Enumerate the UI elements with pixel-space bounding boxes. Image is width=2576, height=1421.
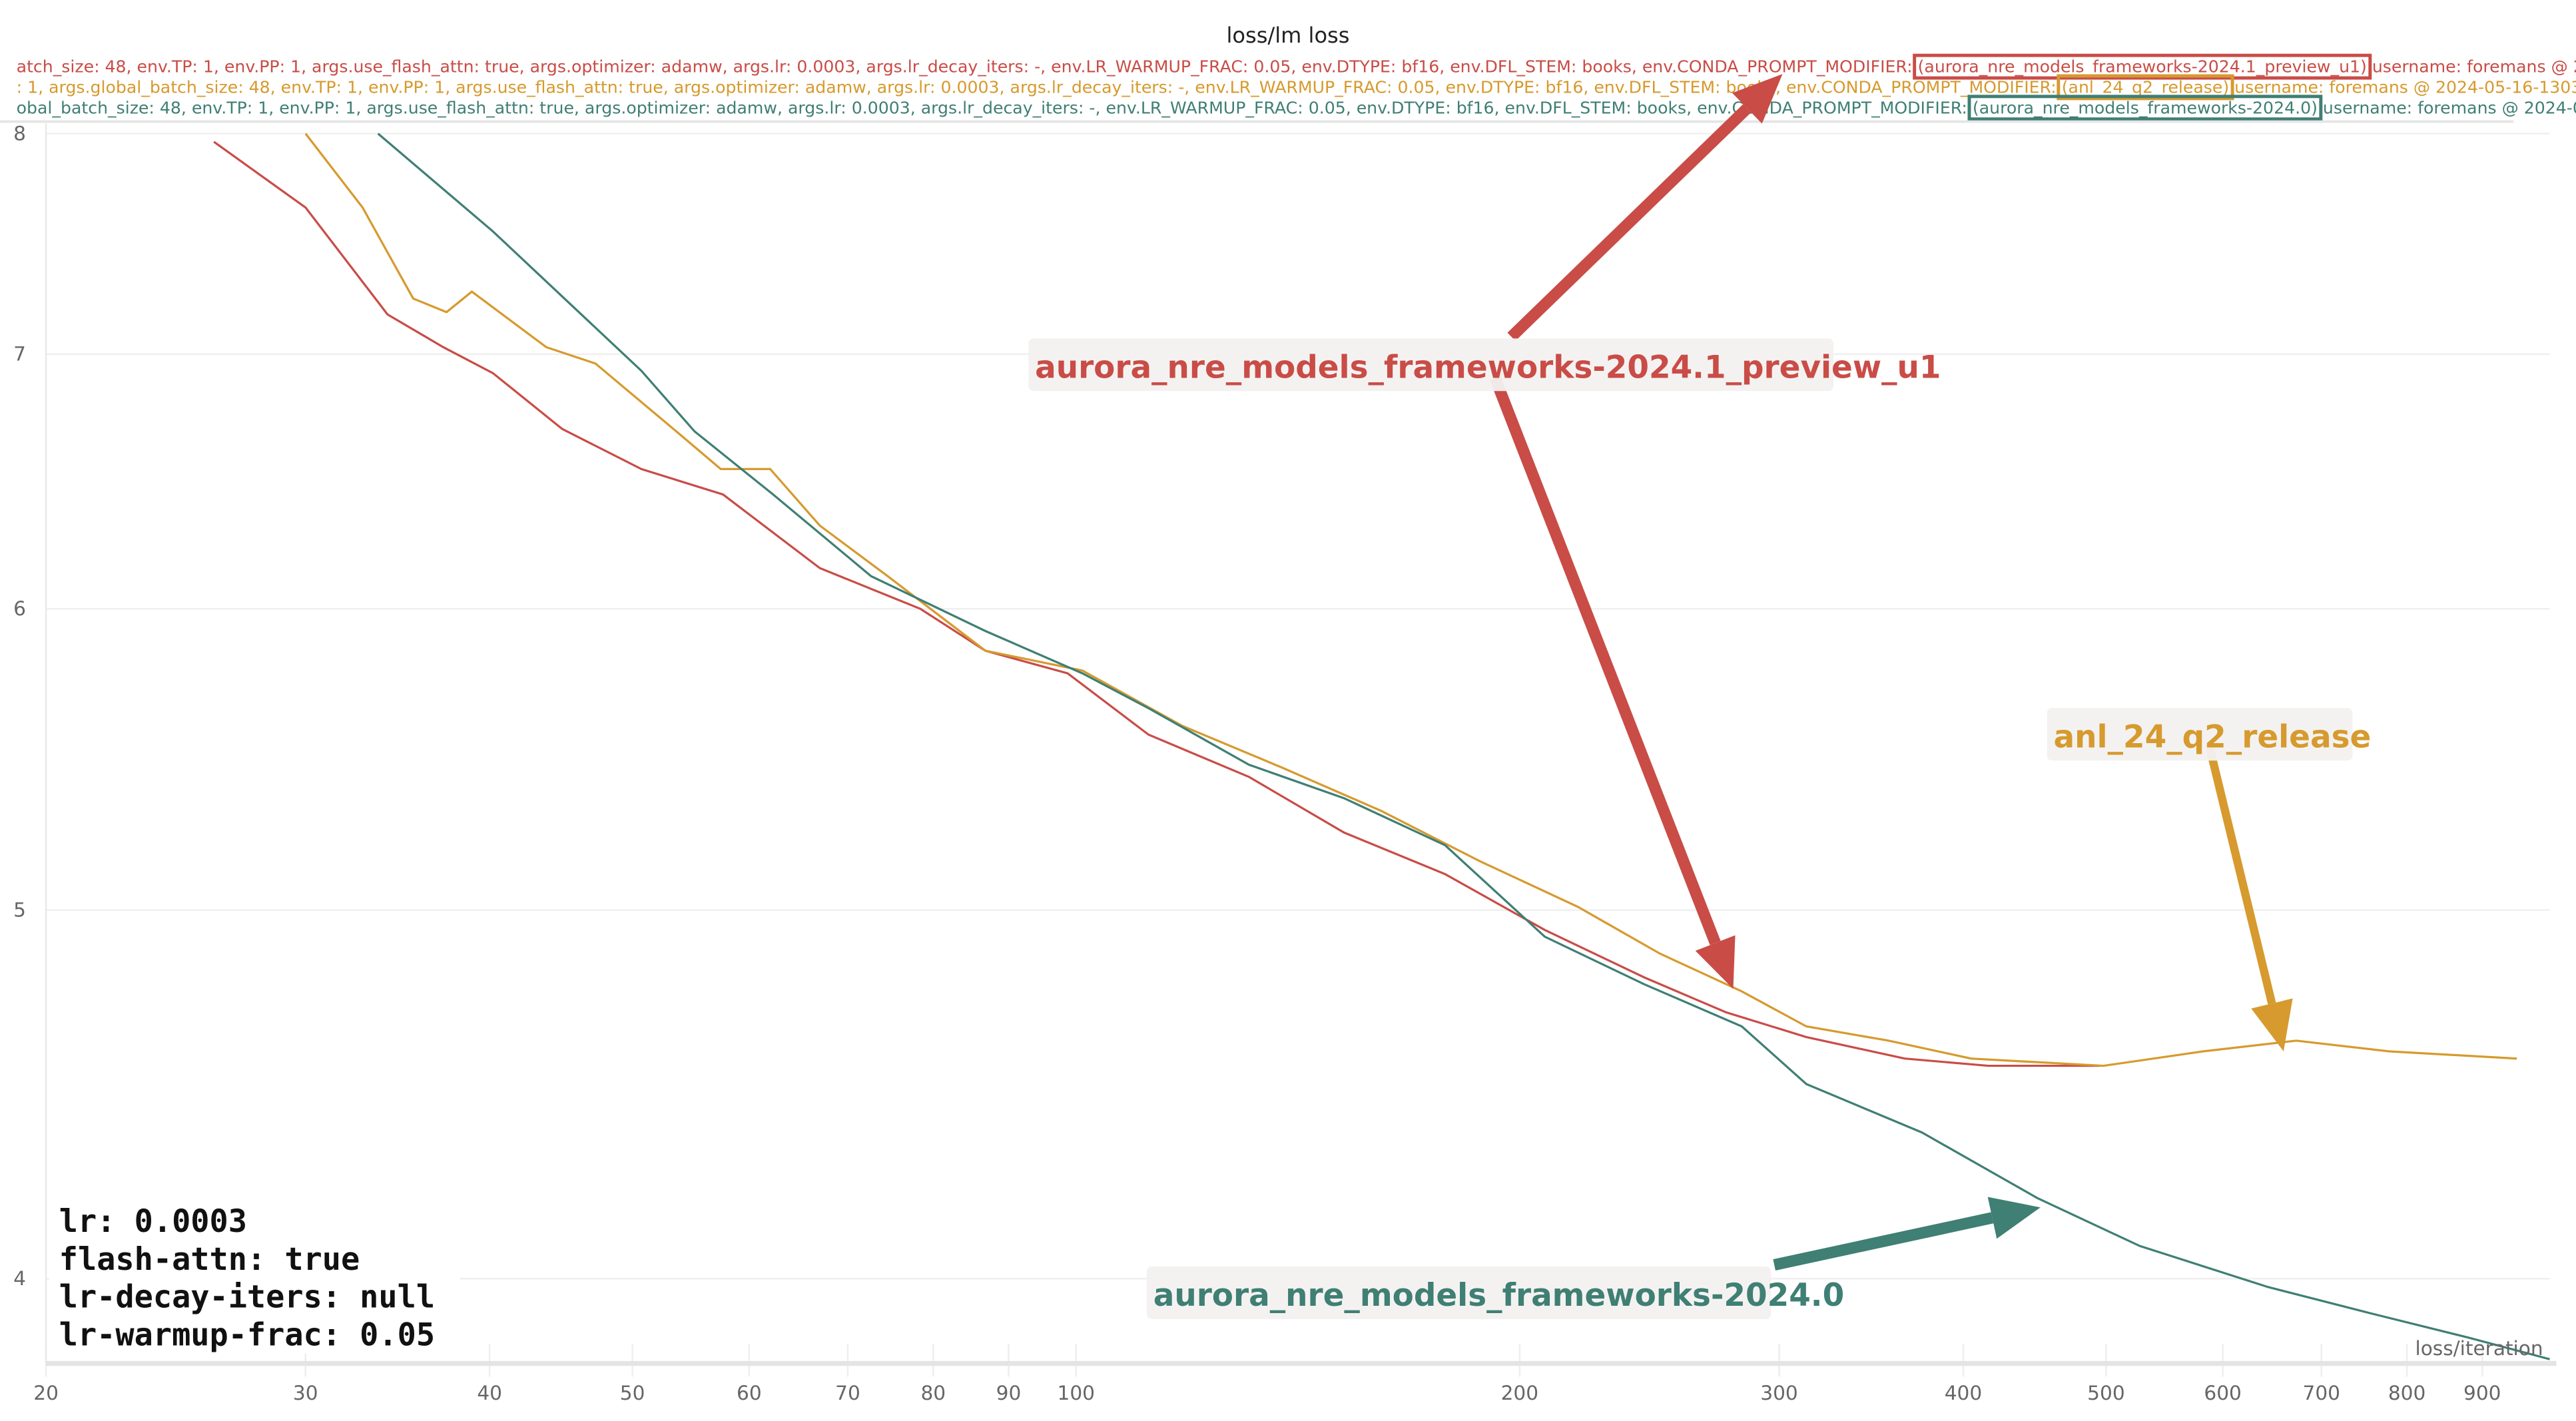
arrow-head: [1987, 1197, 2041, 1239]
x-tick-label: 400: [1945, 1382, 1983, 1404]
legend-prefix: atch_size: 48, env.TP: 1, env.PP: 1, arg…: [17, 57, 1918, 77]
y-axis: 4 5 6 7 8: [13, 122, 26, 1290]
y-tick-label: 8: [13, 122, 26, 144]
x-tick-label: 900: [2463, 1382, 2501, 1404]
x-tick-label: 80: [920, 1382, 946, 1404]
x-tick-label: 60: [737, 1382, 762, 1404]
arrow-head: [2251, 998, 2293, 1051]
arrow-head: [1732, 74, 1783, 124]
legend-highlight-box: [2057, 74, 2234, 101]
settings-box-background: [49, 1195, 460, 1354]
x-tick-label: 90: [996, 1382, 1022, 1404]
annotations: aurora_nre_models_frameworks-2024.1_prev…: [1028, 338, 2371, 1319]
x-tick-label: 50: [620, 1382, 645, 1404]
x-tick-label: 40: [477, 1382, 502, 1404]
arrow-shaft: [1773, 1212, 1994, 1271]
legend-entry: atch_size: 48, env.TP: 1, env.PP: 1, arg…: [17, 57, 2576, 77]
legend-entry: : 1, args.global_batch_size: 48, env.TP:…: [17, 77, 2576, 97]
x-tick-label: 600: [2204, 1382, 2242, 1404]
legend-highlight: (aurora_nre_models_frameworks-2024.0): [1973, 98, 2318, 117]
settings-line: lr-warmup-frac: 0.05: [59, 1317, 435, 1353]
legend: atch_size: 48, env.TP: 1, env.PP: 1, arg…: [17, 53, 2576, 121]
legend-suffix: username: foremans @ 2024-05-16-165506: [2367, 57, 2576, 77]
series-lines: [213, 133, 2550, 1360]
legend-highlight-box: [1967, 95, 2323, 121]
annotation-background: [1146, 1267, 1771, 1319]
legend-suffix: username: foremans @ 2024-05-16-130350: [2229, 77, 2576, 97]
x-axis: 20 30 40 50 60 70 80 90 100 200 300 400 500 600 700 800…: [33, 1382, 2501, 1404]
y-tick-label: 7: [13, 343, 26, 366]
series-line: [213, 141, 2100, 1067]
series-line: [304, 133, 2517, 1067]
legend-entry: obal_batch_size: 48, env.TP: 1, env.PP: …: [17, 98, 2576, 117]
x-tick-label: 200: [1501, 1382, 1538, 1404]
arrow-head: [1695, 935, 1736, 990]
arrow-shaft: [1507, 104, 1752, 341]
annotation-background: [2047, 708, 2353, 761]
annotation-arrows: [1489, 74, 2293, 1271]
legend-highlight-box: [1913, 53, 2372, 80]
x-tick-label: 500: [2087, 1382, 2125, 1404]
y-tick-label: 6: [13, 597, 26, 620]
x-tick-label: 20: [33, 1382, 59, 1404]
arrow-shaft: [1489, 376, 1721, 946]
annotation-background: [1028, 338, 1833, 392]
legend-highlight: (aurora_nre_models_frameworks-2024.1_pre…: [1918, 57, 2367, 77]
x-tick-label: 700: [2303, 1382, 2341, 1404]
x-axis-label: loss/iteration: [2415, 1337, 2543, 1360]
legend-suffix: username: foremans @ 2024-05-16-150537: [2318, 98, 2576, 117]
settings-line: flash-attn: true: [59, 1242, 360, 1278]
x-tick-label: 800: [2388, 1382, 2426, 1404]
legend-prefix: : 1, args.global_batch_size: 48, env.TP:…: [17, 77, 2062, 97]
y-tick-label: 4: [13, 1267, 26, 1290]
x-tick-label: 70: [835, 1382, 860, 1404]
chart-title: loss/lm loss: [1227, 23, 1350, 48]
annotation-label: aurora_nre_models_frameworks-2024.1_prev…: [1035, 350, 1941, 386]
x-tick-label: 300: [1760, 1382, 1798, 1404]
legend-highlight: (anl_24_q2_release): [2062, 77, 2229, 97]
legend-prefix: obal_batch_size: 48, env.TP: 1, env.PP: …: [17, 98, 1973, 117]
settings-line: lr: 0.0003: [59, 1204, 247, 1240]
arrow-shaft: [2205, 746, 2276, 1005]
y-tick-label: 5: [13, 899, 26, 922]
series-line: [377, 133, 2550, 1360]
annotation-label: aurora_nre_models_frameworks-2024.0: [1153, 1278, 1845, 1314]
x-tick-label: 100: [1057, 1382, 1095, 1404]
x-tick-label: 30: [293, 1382, 318, 1404]
settings-line: lr-decay-iters: null: [59, 1280, 435, 1316]
annotation-label: anl_24_q2_release: [2054, 720, 2372, 756]
